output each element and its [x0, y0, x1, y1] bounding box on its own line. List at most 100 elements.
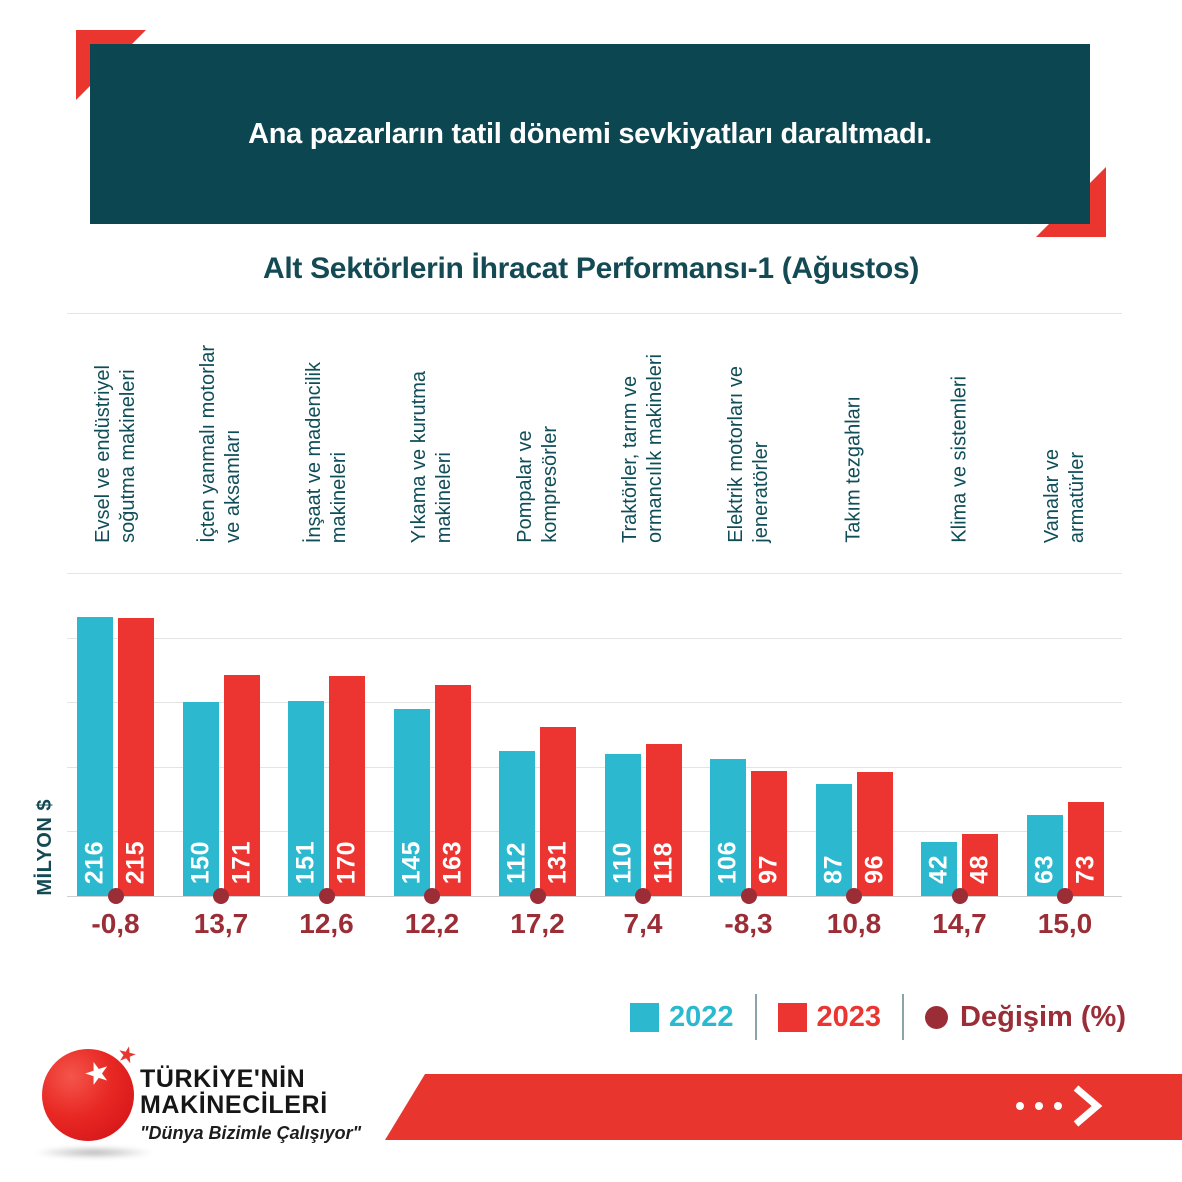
logo-line1: TÜRKİYE'NİN [140, 1065, 306, 1093]
change-dot [635, 888, 651, 904]
bar-2023: 170 [329, 676, 365, 896]
dot-icon [1035, 1102, 1043, 1110]
gridline [67, 702, 1122, 703]
change-value: -8,3 [724, 908, 773, 939]
bar-value-2022: 150 [186, 840, 214, 884]
bar-2023: 48 [962, 834, 998, 896]
bar-value-2022: 110 [608, 842, 636, 884]
change-dot [1057, 888, 1073, 904]
footer-banner [385, 1074, 1182, 1140]
bar-value-2022: 145 [397, 840, 425, 884]
bar-value-2022: 87 [819, 855, 847, 884]
logo-circle: ★ [42, 1049, 134, 1141]
legend-change-dot-icon [925, 1005, 949, 1029]
bar-value-2023: 170 [332, 840, 361, 884]
bar-value-2023: 73 [1071, 855, 1099, 884]
star-icon: ★ [79, 1053, 116, 1094]
bar-2022: 106 [710, 759, 746, 896]
bar-2022: 145 [393, 709, 430, 896]
legend-label-2022: 2022 [669, 1000, 734, 1033]
bar-value-2023: 96 [860, 855, 888, 884]
change-value: 10,8 [826, 908, 882, 939]
bar-2023: 73 [1067, 802, 1104, 896]
category-label: İçten yanmalı motorlar ve aksamları [197, 345, 244, 543]
bar-2023: 171 [223, 675, 260, 896]
category-label: İnşaat ve madencilik makineleri [302, 361, 350, 543]
change-dot [318, 888, 335, 904]
bar-value-2022: 112 [502, 842, 531, 884]
headline-text: Ana pazarların tatil dönemi sevkiyatları… [248, 117, 932, 150]
bar-value-2022: 42 [924, 855, 953, 884]
category-label: Vanalar ve armatürler [1041, 448, 1088, 543]
logo-text: TÜRKİYE'NİN MAKİNECİLERİ "Dünya Bizimle … [140, 1066, 361, 1144]
chart-title: Alt Sektörlerin İhracat Performansı-1 (A… [262, 252, 920, 285]
bar-2022: 150 [182, 702, 219, 896]
change-value: 7,4 [623, 908, 663, 939]
dot-icon [1016, 1102, 1024, 1110]
change-dot [107, 888, 124, 904]
bar-value-2023: 48 [965, 855, 994, 884]
change-value: 12,6 [299, 908, 354, 939]
logo-line2: MAKİNECİLERİ [140, 1091, 328, 1119]
change-value: 17,2 [510, 908, 565, 939]
legend-label-change: Değişim (%) [960, 1000, 1127, 1033]
category-label: Yıkama ve kurutma makineleri [408, 370, 455, 543]
change-value: 14,7 [932, 908, 987, 939]
category-label: Evsel ve endüstriyel soğutma makineleri [91, 365, 139, 543]
bar-2023: 215 [118, 618, 154, 896]
change-dot [846, 888, 862, 904]
bar-value-2023: 118 [649, 842, 677, 884]
gridline [67, 638, 1122, 639]
bar-value-2023: 215 [121, 840, 150, 884]
change-value: 12,2 [404, 908, 460, 939]
change-value: 13,7 [193, 908, 249, 939]
category-label: Traktörler, tarım ve ormancılık makinele… [619, 354, 666, 543]
bar-value-2023: 131 [543, 840, 572, 884]
category-label: Takım tezgahları [842, 396, 865, 543]
legend-divider [754, 994, 757, 1040]
bar-2023: 97 [751, 771, 787, 896]
change-dot [740, 888, 757, 904]
chevron-right-icon [1073, 1085, 1103, 1127]
bar-2022: 112 [499, 751, 535, 896]
bar-2023: 163 [434, 685, 471, 896]
change-dot [213, 888, 229, 904]
bar-value-2023: 171 [227, 840, 255, 884]
change-dot [951, 888, 968, 904]
gridline [67, 831, 1122, 832]
category-label: Pompalar ve kompresörler [513, 426, 561, 543]
gridline [67, 767, 1122, 768]
bar-value-2022: 63 [1030, 855, 1058, 884]
bar-value-2022: 216 [80, 840, 109, 884]
bar-2022: 63 [1026, 815, 1063, 896]
change-dot [529, 888, 546, 904]
bar-2022: 42 [921, 842, 957, 896]
logo-tagline: "Dünya Bizimle Çalışıyor" [140, 1123, 362, 1143]
bar-value-2022: 151 [291, 840, 320, 884]
bar-value-2022: 106 [713, 840, 742, 884]
bar-2023: 131 [540, 727, 576, 896]
axis-separator-line [67, 313, 1122, 314]
bar-2023: 118 [645, 744, 682, 896]
bar-2022: 151 [288, 701, 324, 896]
legend-divider [902, 994, 905, 1040]
dot-icon [1054, 1102, 1062, 1110]
legend: 2022 2023 Değişim (%) [630, 994, 1127, 1040]
logo-shadow [34, 1146, 154, 1159]
change-dot [424, 888, 440, 904]
bar-2022: 87 [815, 784, 852, 896]
legend-swatch-2022 [630, 1002, 659, 1032]
legend-swatch-2023 [777, 1002, 807, 1032]
bar-2023: 96 [856, 772, 893, 896]
bar-value-2023: 163 [438, 840, 466, 884]
legend-label-2023: 2023 [816, 1000, 882, 1033]
bar-2022: 110 [604, 754, 641, 896]
gridline [67, 573, 1122, 574]
category-label: Elektrik motorları ve jeneratörler [724, 366, 772, 543]
change-value: -0,8 [91, 908, 140, 939]
gridline [67, 896, 1122, 897]
change-value: 15,0 [1037, 908, 1093, 939]
next-arrow-icon [1016, 1085, 1103, 1127]
